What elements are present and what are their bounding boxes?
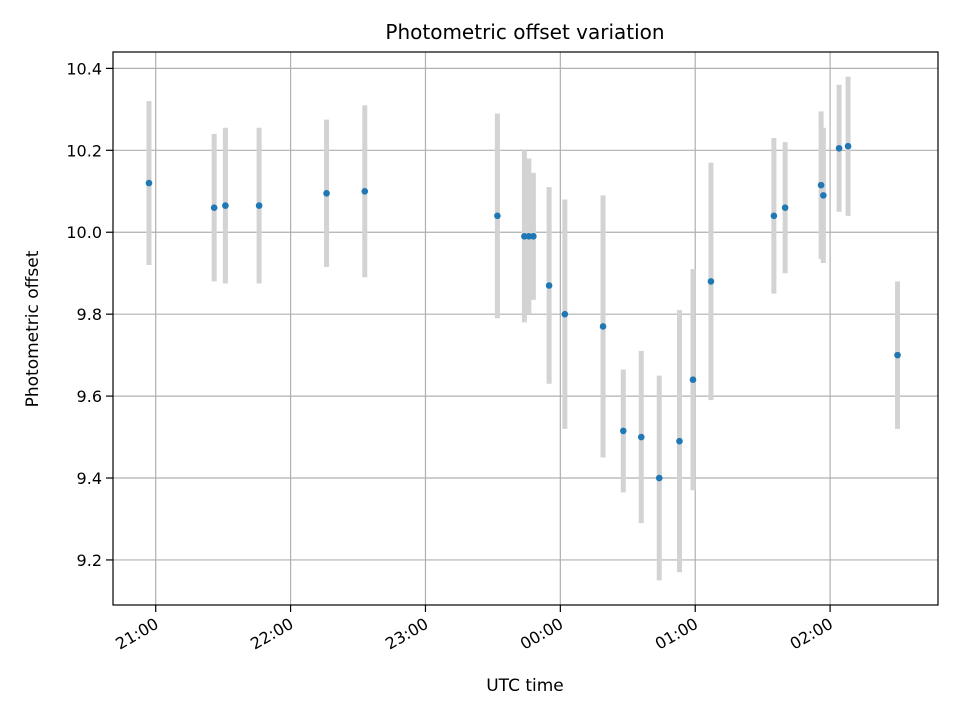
- chart-title: Photometric offset variation: [385, 20, 664, 44]
- data-point: [770, 212, 778, 220]
- data-point: [676, 437, 683, 445]
- data-point: [619, 427, 627, 435]
- plot-frame: [112, 51, 939, 606]
- data-point: [561, 310, 569, 318]
- data-point: [599, 323, 607, 330]
- data-points: [145, 142, 901, 482]
- data-point: [222, 202, 229, 209]
- y-axis-ticks: 9.2 9.4 9.6 9.8 10.0 10.2 10.4: [66, 59, 113, 570]
- y-tick-label: 9.2: [77, 551, 102, 570]
- y-tick-label: 10.0: [66, 223, 102, 242]
- data-point: [655, 474, 663, 482]
- data-point: [545, 282, 553, 289]
- y-axis-label: Photometric offset: [23, 250, 43, 407]
- data-point: [835, 144, 843, 152]
- data-point: [530, 233, 537, 240]
- data-point: [689, 376, 697, 384]
- y-tick-label: 9.6: [77, 387, 102, 406]
- data-point: [494, 212, 501, 220]
- y-tick-label: 10.4: [66, 59, 102, 78]
- data-point: [817, 181, 825, 189]
- data-point: [210, 204, 218, 211]
- y-tick-label: 9.8: [77, 305, 102, 324]
- data-point: [361, 187, 369, 195]
- data-point: [145, 179, 153, 187]
- data-point: [894, 351, 901, 359]
- y-tick-label: 9.4: [77, 469, 102, 488]
- data-point: [820, 192, 827, 199]
- data-point: [255, 202, 263, 209]
- y-tick-label: 10.2: [66, 141, 102, 160]
- data-point: [844, 142, 852, 150]
- data-point: [707, 278, 715, 285]
- data-point: [637, 433, 645, 441]
- data-point: [323, 190, 330, 197]
- data-point: [781, 204, 789, 211]
- x-axis-label: UTC time: [486, 676, 564, 696]
